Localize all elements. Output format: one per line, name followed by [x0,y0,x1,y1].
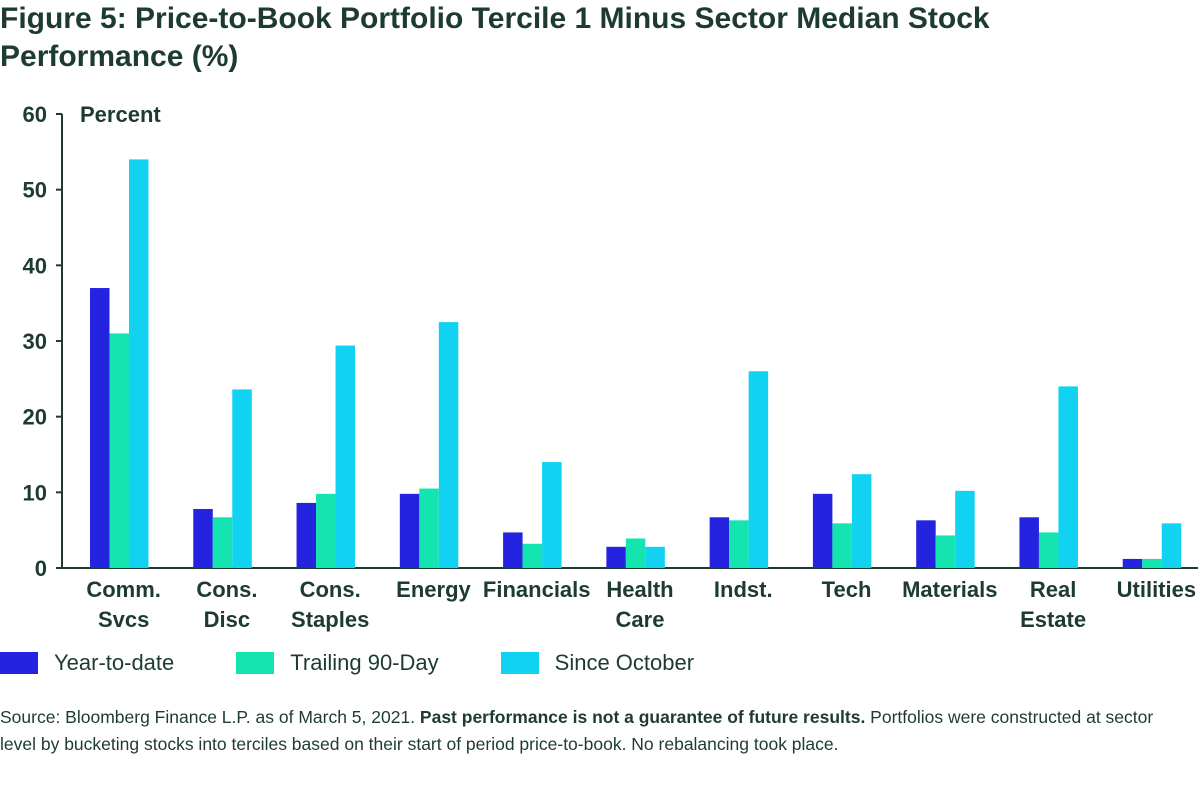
x-category-label: Indst. [714,577,773,602]
bars [90,159,1182,568]
legend-swatch [0,652,38,674]
x-category-label-line: Financials [483,577,591,602]
legend-label: Trailing 90-Day [290,650,439,675]
x-category-label: Cons. Disc [196,577,257,632]
y-axis-unit-label: Percent [80,102,161,127]
bar [645,546,665,568]
legend-label: Year-to-date [54,650,175,675]
bar [438,322,459,568]
x-category-label: Materials [902,577,997,602]
bar [916,520,936,568]
x-category-label: Utilities [1117,577,1196,602]
bar [1122,558,1143,568]
y-tick-label: 40 [23,253,47,278]
x-category-label-line: Svcs [98,607,149,632]
x-category-label-line: Materials [902,577,997,602]
source-note: Source: Bloomberg Finance L.P. as of Mar… [0,704,1190,758]
x-category-label-line: Cons. [196,577,257,602]
x-category-label: Real Estate [1020,577,1086,632]
legend-item: Trailing 90-Day [236,650,439,676]
bar [503,532,523,568]
bar [212,517,233,568]
bar [1019,517,1039,568]
x-category-label: Comm. Svcs [86,577,161,632]
x-category-label-line: Disc [204,607,250,632]
y-tick-label: 30 [23,329,47,354]
source-prefix: Source: Bloomberg Finance L.P. as of Mar… [0,707,420,727]
bar [729,520,749,568]
bar [709,517,730,568]
bar [1038,532,1059,568]
y-tick-label: 10 [23,480,47,505]
x-category-label-line: Staples [291,607,369,632]
x-category-label: Cons. Staples [291,577,369,632]
x-category-label-line: Indst. [714,577,773,602]
x-category-label: Financials [483,577,591,602]
x-category-label-line: Cons. [300,577,361,602]
x-category-label-line: Comm. [86,577,161,602]
bar [1142,558,1162,568]
bar [522,543,543,568]
x-category-label-line: Health [606,577,673,602]
legend: Year-to-date Trailing 90-Day Since October [0,648,694,678]
x-category-label-line: Estate [1020,607,1086,632]
chart-title: Figure 5: Price-to-Book Portfolio Tercil… [0,2,990,73]
x-category-label-line: Energy [396,577,471,602]
legend-swatch [500,652,539,674]
x-category-label-line: Tech [822,577,872,602]
legend-swatch [236,652,275,674]
bar [1058,386,1078,568]
bar [851,474,872,568]
y-tick-label: 20 [23,405,47,430]
bar [625,538,646,568]
bar [955,490,975,568]
x-category-label: Health Care [606,577,673,632]
bar [542,462,562,568]
bar [935,535,956,568]
bar [419,488,439,568]
bar [232,389,252,568]
bar [335,345,356,568]
y-tick-label: 60 [23,102,47,127]
source-suffix: Portfolios were constructed at sector le… [0,707,1154,754]
bar [193,508,213,568]
x-category-label: Tech [822,577,872,602]
bar [109,333,129,568]
x-category-label-line: Utilities [1117,577,1196,602]
source-disclaimer: Past performance is not a guarantee of f… [419,707,866,727]
bar [832,523,852,568]
bar [606,546,626,568]
bar [90,288,110,568]
x-category-label-line: Care [616,607,665,632]
legend-item: Since October [500,650,695,676]
bar [316,493,336,568]
axes [56,113,1198,569]
bar [296,502,317,568]
bar [1161,523,1182,568]
bar [812,493,833,568]
x-category-label-line: Real [1030,577,1076,602]
bar [399,493,420,568]
y-tick-label: 50 [23,178,47,203]
legend-item: Year-to-date [0,650,174,676]
x-category-label: Energy [396,577,471,602]
bar [748,371,769,568]
legend-label: Since October [554,650,695,675]
y-tick-label: 0 [35,556,47,581]
bar [129,159,149,568]
